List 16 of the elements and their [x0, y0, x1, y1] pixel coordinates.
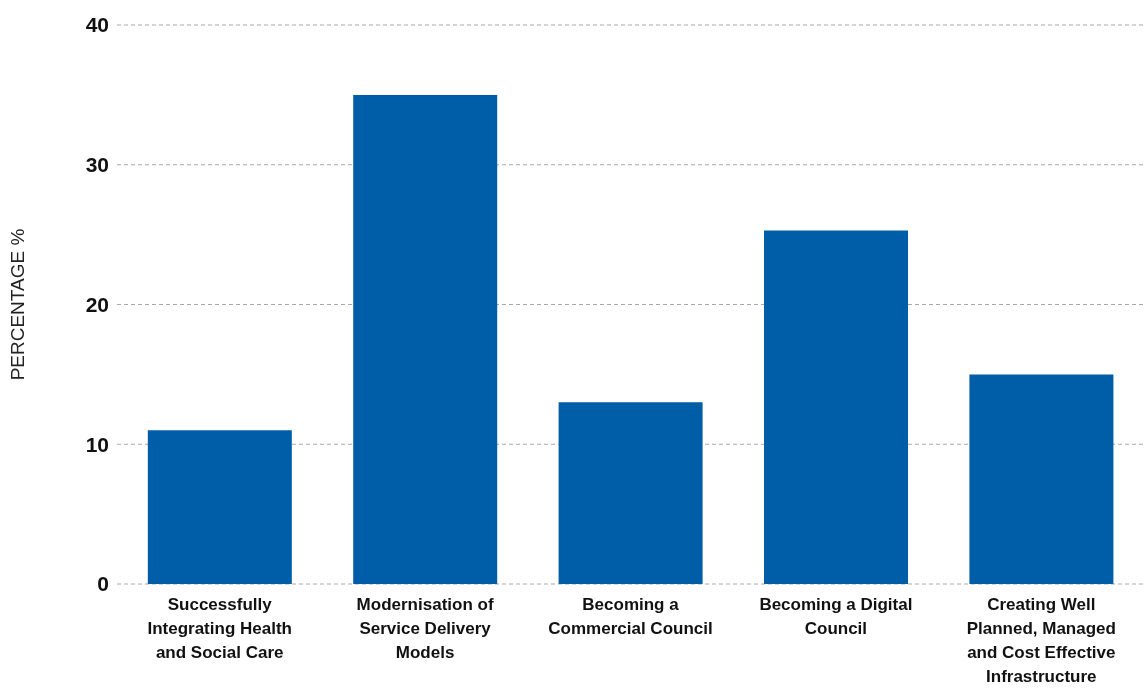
x-tick-label: Becoming a Digital Council [759, 595, 913, 638]
y-tick-label: 0 [97, 572, 109, 596]
bar [353, 94, 498, 584]
bar [764, 230, 909, 584]
y-tick-label: 40 [85, 13, 109, 37]
bar [558, 402, 703, 584]
bar [147, 430, 292, 584]
x-tick-label: Creating Well Planned, Managed and Cost Effective Infrastructure [966, 595, 1116, 686]
y-tick-label: 20 [85, 292, 109, 316]
y-axis-title: PERCENTAGE % [6, 228, 28, 381]
x-tick-label: Modernisation of Service Delivery Models [356, 595, 494, 662]
x-tick-label: Becoming a Commercial Council [548, 595, 713, 638]
y-tick-label: 10 [85, 432, 109, 456]
bar [969, 374, 1114, 584]
y-tick-label: 30 [85, 153, 109, 177]
x-tick-label: Successfully Integrating Health and Social Care [147, 595, 292, 662]
